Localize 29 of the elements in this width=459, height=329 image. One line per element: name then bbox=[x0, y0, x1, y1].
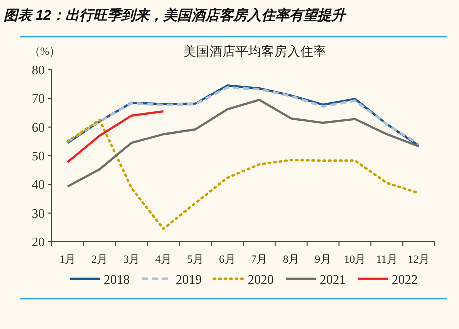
x-tick-label: 2月 bbox=[92, 254, 108, 266]
x-tick-label: 1月 bbox=[60, 254, 76, 266]
y-tick-label: 40 bbox=[32, 177, 45, 192]
y-tick-label: 80 bbox=[32, 62, 45, 78]
legend-label: 2022 bbox=[392, 272, 418, 287]
chart-subtitle: 美国酒店平均客房入住率 bbox=[184, 44, 326, 59]
x-tick-label: 12月 bbox=[408, 254, 430, 266]
chart-title: 图表 12：出行旺季到来，美国酒店客房入住率有望提升 bbox=[4, 7, 348, 23]
x-tick-label: 8月 bbox=[283, 254, 300, 266]
line-series bbox=[66, 99, 420, 188]
y-axis-title: （%） bbox=[29, 46, 61, 58]
x-tick-label: 6月 bbox=[219, 254, 236, 266]
legend-label: 2021 bbox=[320, 272, 346, 287]
x-tick-label: 7月 bbox=[251, 254, 268, 266]
x-tick-label: 3月 bbox=[124, 254, 140, 266]
y-tick-label: 50 bbox=[32, 148, 45, 164]
y-tick-label: 60 bbox=[32, 120, 45, 135]
x-tick-label: 9月 bbox=[315, 254, 332, 266]
y-tick-label: 30 bbox=[32, 206, 45, 221]
legend-label: 2018 bbox=[104, 272, 130, 287]
legend-label: 2019 bbox=[176, 272, 202, 287]
y-tick-label: 20 bbox=[32, 234, 45, 250]
x-tick-label: 4月 bbox=[155, 254, 172, 266]
x-tick-label: 10月 bbox=[344, 254, 366, 266]
y-tick-label: 70 bbox=[32, 91, 45, 106]
legend-label: 2020 bbox=[248, 272, 274, 287]
x-tick-label: 11月 bbox=[376, 254, 398, 266]
x-tick-label: 5月 bbox=[187, 254, 204, 266]
line-series bbox=[66, 110, 165, 164]
